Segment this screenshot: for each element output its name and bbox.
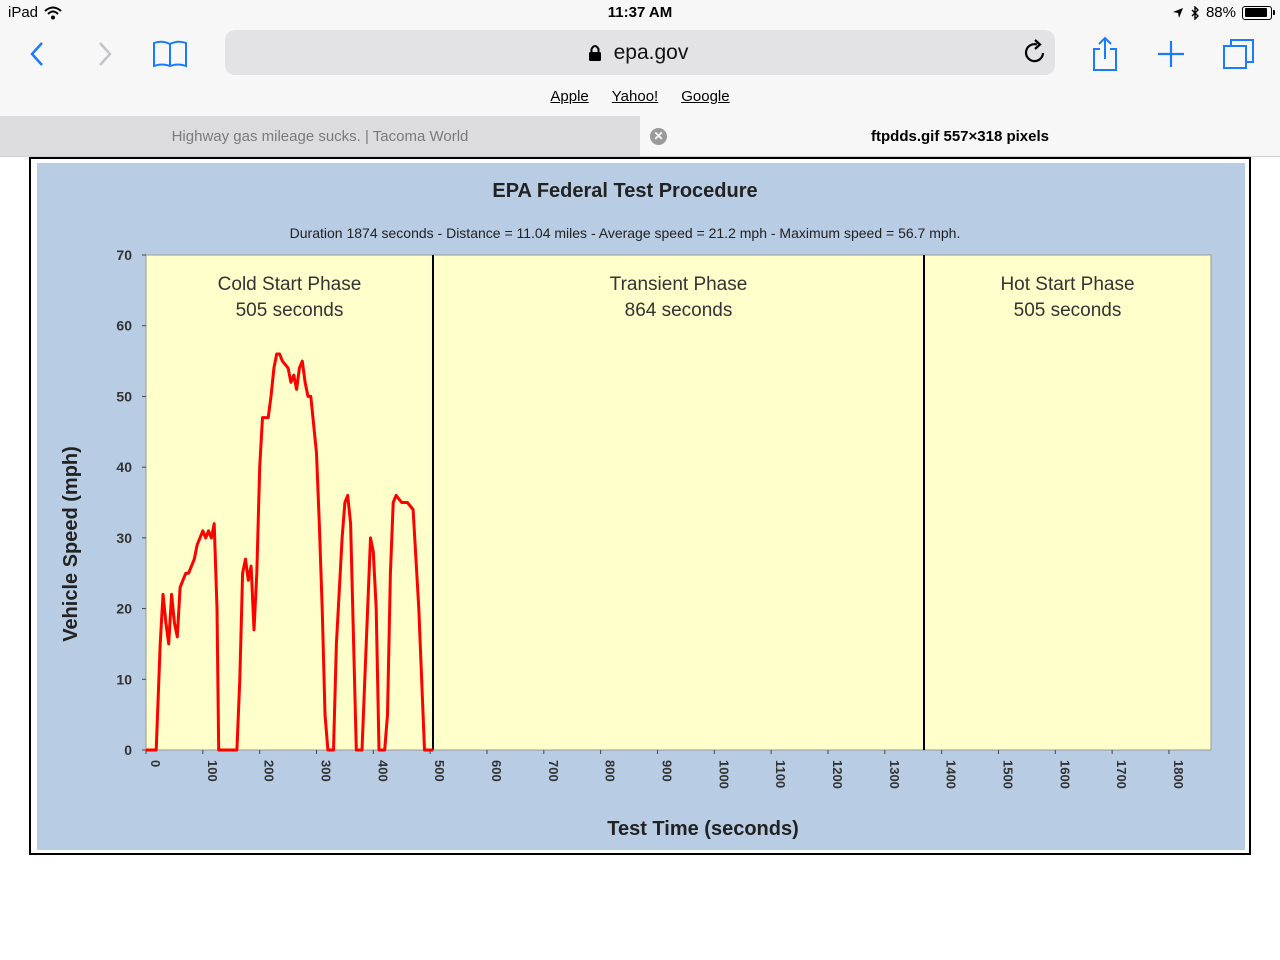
tab-tacoma-world[interactable]: Highway gas mileage sucks. | Tacoma Worl… xyxy=(0,116,640,156)
y-tick-label: 20 xyxy=(116,601,132,617)
chart-image: EPA Federal Test Procedure Duration 1874… xyxy=(29,157,1251,855)
url-label: epa.gov xyxy=(613,41,689,64)
x-axis-label: Test Time (seconds) xyxy=(607,818,799,840)
browser-toolbar: epa.gov xyxy=(0,26,1280,84)
back-icon[interactable] xyxy=(18,34,58,74)
reload-icon[interactable] xyxy=(1023,39,1047,65)
status-bar: iPad 11:37 AM 88% xyxy=(0,0,1280,26)
y-tick-label: 60 xyxy=(116,318,132,334)
status-right: 88% xyxy=(1172,4,1275,21)
favorite-google[interactable]: Google xyxy=(681,88,730,105)
tab-title: Highway gas mileage sucks. | Tacoma Worl… xyxy=(171,127,469,145)
share-icon[interactable] xyxy=(1085,34,1125,74)
device-name: iPad xyxy=(8,4,39,21)
address-bar[interactable]: epa.gov xyxy=(225,30,1055,75)
x-tick-label: 1000 xyxy=(716,760,731,789)
y-tick-label: 30 xyxy=(116,530,132,546)
chart-title: EPA Federal Test Procedure xyxy=(492,180,757,202)
phase-name: Cold Start Phase xyxy=(218,274,362,295)
new-tab-icon[interactable] xyxy=(1151,34,1191,74)
battery-icon xyxy=(1242,5,1275,20)
wifi-icon xyxy=(44,6,62,19)
bluetooth-icon xyxy=(1191,5,1199,20)
chart-subtitle: Duration 1874 seconds - Distance = 11.04… xyxy=(290,225,961,241)
battery-fill xyxy=(1244,8,1267,17)
favorite-yahoo[interactable]: Yahoo! xyxy=(611,88,659,105)
x-tick-label: 1300 xyxy=(887,760,902,789)
x-tick-label: 100 xyxy=(205,760,220,782)
y-axis-label: Vehicle Speed (mph) xyxy=(60,446,82,642)
x-tick-label: 300 xyxy=(318,760,333,782)
favorite-apple[interactable]: Apple xyxy=(550,88,589,105)
favorites-bar: Apple Yahoo! Google xyxy=(0,84,1280,116)
status-left: iPad xyxy=(8,4,62,21)
y-tick-label: 10 xyxy=(116,671,132,687)
x-tick-label: 1600 xyxy=(1057,760,1072,789)
x-tick-label: 1500 xyxy=(1000,760,1015,789)
phase-duration: 505 seconds xyxy=(1014,300,1122,321)
y-tick-label: 0 xyxy=(124,742,132,758)
x-tick-label: 400 xyxy=(375,760,390,782)
phase-duration: 864 seconds xyxy=(625,300,733,321)
x-tick-label: 900 xyxy=(659,760,674,782)
x-tick-label: 500 xyxy=(432,760,447,782)
x-tick-label: 200 xyxy=(262,760,277,782)
y-tick-label: 40 xyxy=(116,459,132,475)
tab-bar: Highway gas mileage sucks. | Tacoma Worl… xyxy=(0,116,1280,157)
x-tick-label: 700 xyxy=(546,760,561,782)
y-tick-label: 50 xyxy=(116,388,132,404)
x-tick-label: 1400 xyxy=(944,760,959,789)
y-tick-label: 70 xyxy=(116,247,132,263)
tab-ftpdds[interactable]: ✕ ftpdds.gif 557×318 pixels xyxy=(640,116,1280,156)
tabs-icon[interactable] xyxy=(1219,34,1259,74)
chart-svg: EPA Federal Test Procedure Duration 1874… xyxy=(37,163,1245,850)
speed-trace-line xyxy=(146,352,433,752)
x-tick-label: 800 xyxy=(603,760,618,782)
lock-icon xyxy=(589,45,601,61)
address-text: epa.gov xyxy=(225,41,1055,65)
x-tick-label: 1100 xyxy=(773,760,788,788)
location-icon xyxy=(1172,7,1183,18)
status-time: 11:37 AM xyxy=(607,4,673,21)
x-tick-label: 0 xyxy=(148,760,163,767)
battery-percent: 88% xyxy=(1205,4,1236,21)
forward-icon[interactable] xyxy=(84,34,124,74)
phase-name: Hot Start Phase xyxy=(1000,274,1134,295)
phase-duration: 505 seconds xyxy=(236,300,344,321)
close-tab-icon[interactable]: ✕ xyxy=(650,128,667,145)
x-tick-label: 1700 xyxy=(1114,760,1129,789)
bookmarks-icon[interactable] xyxy=(150,34,190,74)
phase-name: Transient Phase xyxy=(610,274,748,295)
x-tick-label: 600 xyxy=(489,760,504,782)
plot-background xyxy=(145,254,1212,751)
tab-title: ftpdds.gif 557×318 pixels xyxy=(871,127,1049,145)
x-tick-label: 1800 xyxy=(1171,760,1186,789)
x-tick-label: 1200 xyxy=(830,760,845,789)
